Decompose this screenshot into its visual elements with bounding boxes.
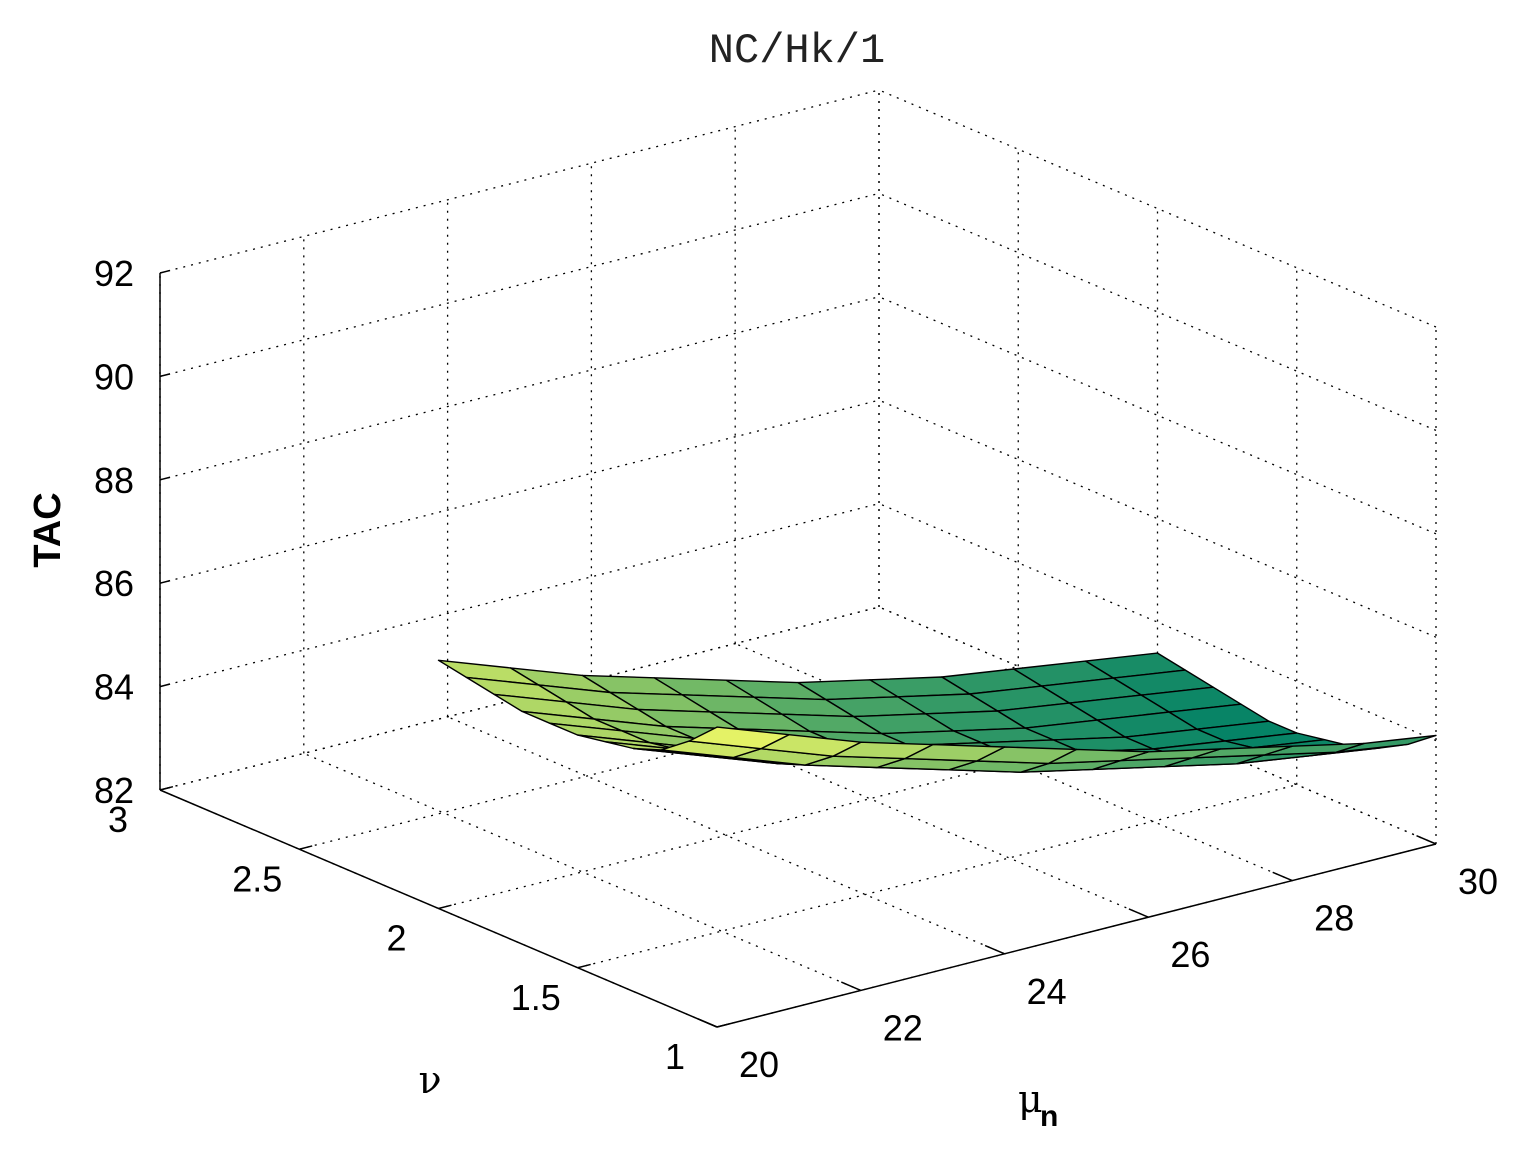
grid-line-x-floor <box>303 752 862 991</box>
y-tick <box>577 963 591 969</box>
z-tick <box>159 786 171 791</box>
grid-line-z-side <box>878 192 1437 431</box>
grid-line-z-back <box>159 502 880 688</box>
x-tick <box>1272 871 1293 882</box>
x-tick <box>1416 835 1437 845</box>
x-axis-label-subscript: n <box>1040 1100 1058 1133</box>
y-axis-label: ν <box>418 1058 441 1102</box>
z-tick <box>159 373 171 378</box>
y-tick-label: 3 <box>108 799 128 840</box>
x-tick-label: 20 <box>739 1044 779 1085</box>
z-tick <box>159 476 171 481</box>
grid-line-z-side <box>878 503 1437 742</box>
grid-line-z-side <box>878 296 1437 535</box>
x-tick-label: 26 <box>1170 934 1210 975</box>
y-tick-label: 1 <box>665 1036 685 1077</box>
x-tick-label: 28 <box>1314 898 1354 939</box>
z-tick <box>159 579 171 584</box>
grid-line-z-side <box>878 399 1437 638</box>
z-tick-label: 88 <box>94 460 134 501</box>
axes <box>159 269 1437 1028</box>
surface-patch <box>688 726 790 750</box>
x-axis-label: μ n <box>1018 1077 1058 1133</box>
z-tick-label: 90 <box>94 356 134 397</box>
grid-line-z-side <box>878 606 1437 845</box>
z-tick <box>159 683 171 688</box>
chart-title: NC/Hk/1 <box>709 27 885 75</box>
x-tick-label: 22 <box>883 1007 923 1048</box>
x-tick-label: 24 <box>1027 971 1067 1012</box>
grid-line-z-side <box>878 89 1437 328</box>
y-tick <box>716 1022 731 1028</box>
grid-line-z-back <box>159 89 880 274</box>
grid-line-x-floor <box>447 716 1005 955</box>
grid-line-z-back <box>159 192 880 378</box>
tick-labels: 20 22 24 26 28 30 1 1.5 2 2.5 382 84 86 88 90 92 <box>94 253 1498 1085</box>
x-tick <box>984 944 1005 955</box>
x-axis-line <box>716 843 1437 1028</box>
x-tick <box>841 981 862 992</box>
z-tick-label: 92 <box>94 253 134 294</box>
x-tick <box>1128 908 1149 918</box>
z-tick <box>159 269 171 274</box>
z-tick-label: 86 <box>94 563 134 604</box>
grid-lines <box>159 89 1437 1028</box>
grid-line-z-back <box>159 296 880 481</box>
grid-line-z-back <box>159 399 880 584</box>
x-tick <box>697 1018 718 1028</box>
surface <box>437 652 1437 773</box>
x-axis-label-symbol: μ <box>1018 1077 1043 1121</box>
x-tick-label: 30 <box>1458 861 1498 902</box>
y-tick-label: 1.5 <box>511 977 561 1018</box>
y-tick <box>438 904 452 910</box>
z-axis-label: TAC <box>27 492 69 567</box>
y-tick <box>299 845 313 850</box>
y-tick-label: 2 <box>386 918 406 959</box>
z-tick-label: 82 <box>94 770 134 811</box>
y-tick-label: 2.5 <box>232 858 282 899</box>
z-tick-label: 84 <box>94 667 134 708</box>
